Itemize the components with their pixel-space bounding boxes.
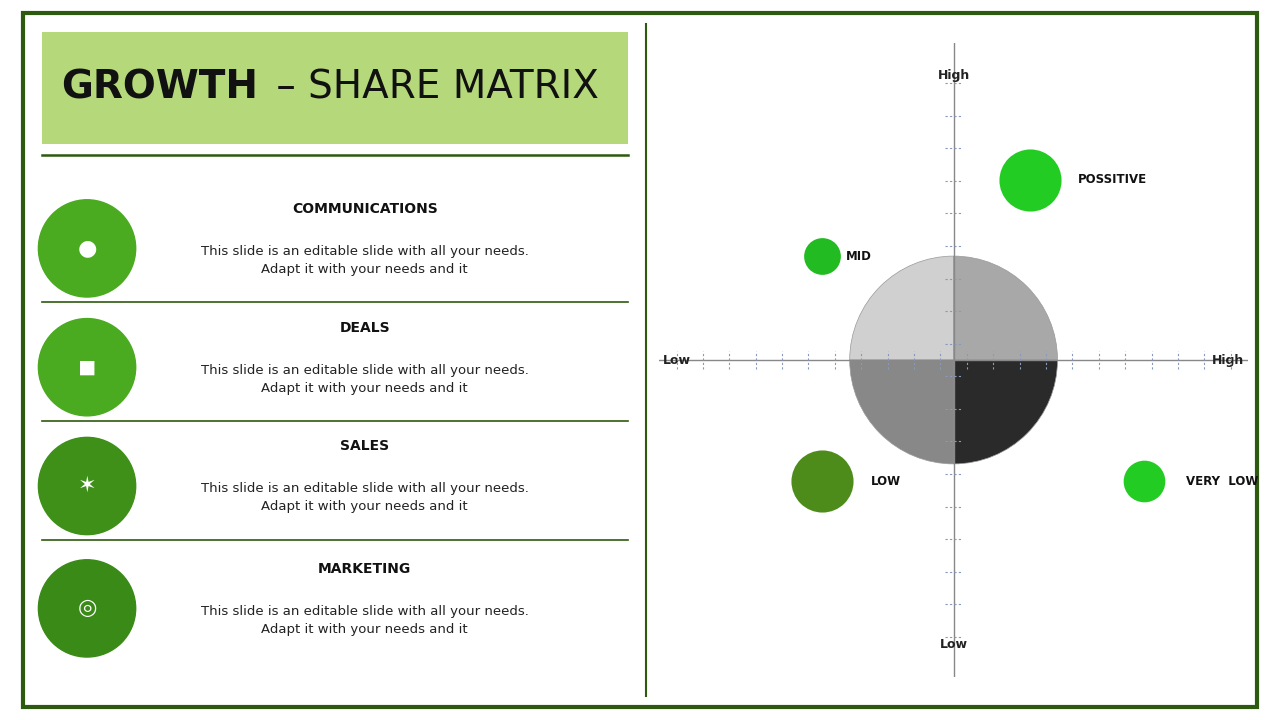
Wedge shape [850, 256, 954, 360]
Text: ●: ● [77, 238, 97, 258]
Text: This slide is an editable slide with all your needs.
Adapt it with your needs an: This slide is an editable slide with all… [201, 364, 529, 395]
Text: COMMUNICATIONS: COMMUNICATIONS [292, 202, 438, 216]
Text: LOW: LOW [870, 474, 901, 487]
Point [1134, 475, 1155, 487]
Text: High: High [937, 69, 970, 82]
Text: Low: Low [940, 638, 968, 651]
Text: High: High [1212, 354, 1244, 366]
Ellipse shape [38, 199, 136, 297]
Text: MID: MID [846, 250, 872, 263]
Text: DEALS: DEALS [339, 320, 390, 335]
Text: MARKETING: MARKETING [319, 562, 411, 576]
Ellipse shape [38, 318, 136, 416]
Text: – SHARE MATRIX: – SHARE MATRIX [264, 69, 599, 107]
Ellipse shape [38, 559, 136, 657]
Text: This slide is an editable slide with all your needs.
Adapt it with your needs an: This slide is an editable slide with all… [201, 245, 529, 276]
Text: ◎: ◎ [77, 598, 97, 618]
FancyBboxPatch shape [42, 32, 628, 144]
Ellipse shape [38, 437, 136, 535]
Text: This slide is an editable slide with all your needs.
Adapt it with your needs an: This slide is an editable slide with all… [201, 482, 529, 513]
Text: This slide is an editable slide with all your needs.
Adapt it with your needs an: This slide is an editable slide with all… [201, 605, 529, 636]
Point [812, 475, 832, 487]
Text: Low: Low [663, 354, 691, 366]
FancyBboxPatch shape [23, 13, 1257, 707]
Text: ◼: ◼ [78, 357, 96, 377]
Point [812, 251, 832, 262]
Wedge shape [850, 360, 954, 464]
Text: ✶: ✶ [78, 476, 96, 496]
Wedge shape [954, 256, 1057, 360]
Point [1020, 174, 1041, 186]
Text: VERY  LOW: VERY LOW [1185, 474, 1258, 487]
Wedge shape [954, 360, 1057, 464]
Text: GROWTH: GROWTH [61, 69, 259, 107]
Text: SALES: SALES [340, 439, 389, 454]
Text: POSSITIVE: POSSITIVE [1078, 174, 1147, 186]
